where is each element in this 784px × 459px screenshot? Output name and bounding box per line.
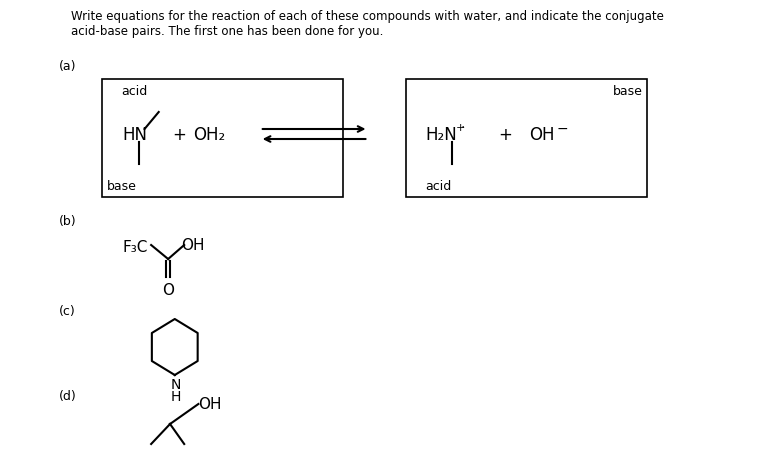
Text: (a): (a) [59,60,76,73]
Text: (c): (c) [59,304,75,317]
Text: HN: HN [123,126,148,144]
Text: OH: OH [181,238,205,253]
Text: −: − [557,122,568,136]
Text: OH₂: OH₂ [193,126,225,144]
Text: +: + [172,126,187,144]
Text: +: + [456,123,465,133]
Text: ·: · [461,121,466,134]
Text: H₂N: H₂N [425,126,457,144]
Text: +: + [499,126,512,144]
Text: acid: acid [121,85,147,98]
Text: H: H [171,389,181,403]
Text: Write equations for the reaction of each of these compounds with water, and indi: Write equations for the reaction of each… [71,10,664,38]
Text: (b): (b) [59,214,76,228]
Text: (d): (d) [59,389,76,402]
Text: O: O [162,282,175,297]
Text: acid: acid [425,179,452,193]
Text: OH: OH [198,397,222,412]
Text: base: base [107,179,136,193]
Text: base: base [612,85,642,98]
Text: N: N [171,377,181,391]
Text: OH: OH [529,126,554,144]
Text: F₃C: F₃C [123,240,148,255]
